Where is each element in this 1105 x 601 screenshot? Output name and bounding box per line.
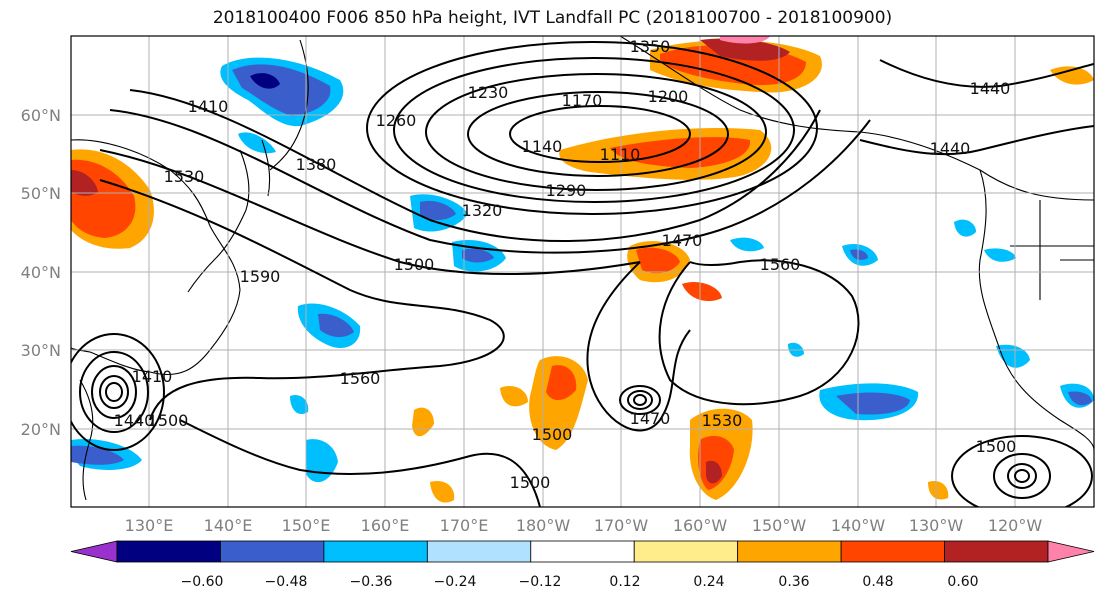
contour-label: 1470 (630, 409, 671, 428)
contour-label: 1590 (240, 267, 281, 286)
contour-label: 1350 (630, 37, 671, 56)
colorbar-extend-low (70, 540, 118, 563)
philippines-coastline (79, 379, 94, 501)
colorbar-tick-label: 0.12 (609, 574, 640, 590)
colorbar-segment (323, 540, 428, 563)
contour-label: 1260 (376, 111, 417, 130)
contour-label: 1500 (394, 255, 435, 274)
contour-label: 1110 (600, 145, 641, 164)
contour-labels: 1350 1440 1410 1230 1170 1260 1200 1140 … (114, 37, 1017, 492)
colorbar-segment (944, 540, 1049, 563)
colorbar-tick-label: 0.36 (778, 574, 809, 590)
lon-label: 150°W (752, 516, 807, 535)
lat-label: 30°N (21, 341, 61, 360)
contour-label: 1440 (970, 79, 1011, 98)
colorbar-tick-label: 0.48 (862, 574, 893, 590)
colorbar-segment (530, 540, 635, 563)
contour-label: 1380 (296, 155, 337, 174)
map-frame (70, 35, 1095, 508)
colorbar (70, 540, 1095, 563)
colorbar-tick-label: −0.12 (519, 574, 562, 590)
colorbar-tick-label: −0.24 (434, 574, 477, 590)
contour-label: 1140 (522, 137, 563, 156)
map-title: 2018100400 F006 850 hPa height, IVT Land… (212, 8, 893, 28)
lon-label: 160°W (673, 516, 728, 535)
height-contours (71, 41, 1094, 507)
colorbar-extend-high (1047, 540, 1095, 563)
lat-label: 40°N (21, 263, 61, 282)
contour-label: 1470 (662, 231, 703, 250)
lon-label: 180°W (516, 516, 571, 535)
contour-label: 1290 (546, 181, 587, 200)
colorbar-segment (220, 540, 325, 563)
lon-label: 170°E (440, 516, 489, 535)
contour-label: 1500 (976, 437, 1017, 456)
lon-label: 140°W (831, 516, 886, 535)
colorbar-tick-label: −0.60 (181, 574, 224, 590)
lon-label: 140°E (204, 516, 253, 535)
colorbar-tick-label: −0.36 (350, 574, 393, 590)
lon-label: 170°W (594, 516, 649, 535)
colorbar-segment (737, 540, 842, 563)
contour-label: 1230 (468, 83, 509, 102)
lon-label: 120°W (988, 516, 1043, 535)
colorbar-segment (426, 540, 532, 563)
contour-label: 1500 (532, 425, 573, 444)
lat-label: 50°N (21, 184, 61, 203)
lon-label: 150°E (282, 516, 331, 535)
contour-label: 1440 (114, 411, 155, 430)
lon-label: 130°E (125, 516, 174, 535)
lat-label: 60°N (21, 106, 61, 125)
lon-label: 130°W (909, 516, 964, 535)
contour-label: 1530 (164, 167, 205, 186)
contour-label: 1200 (648, 87, 689, 106)
colorbar-tick-labels: −0.60 −0.48 −0.36 −0.24 −0.12 0.12 0.24 … (181, 574, 979, 590)
colorbar-tick-label: −0.48 (265, 574, 308, 590)
japan-coastline (187, 139, 271, 293)
lat-label: 20°N (21, 420, 61, 439)
contour-label: 1440 (930, 139, 971, 158)
colorbar-tick-label: 0.60 (947, 574, 978, 590)
colorbar-segment (633, 540, 739, 563)
longitude-labels: 130°E 140°E 150°E 160°E 170°E 180°W 170°… (125, 516, 1043, 535)
contour-label: 1500 (510, 473, 551, 492)
colorbar-tick-label: 0.24 (693, 574, 724, 590)
contour-label: 1530 (702, 411, 743, 430)
contour-label: 1560 (340, 369, 381, 388)
contour-label: 1560 (760, 255, 801, 274)
contour-label: 1170 (562, 91, 603, 110)
colorbar-segment (116, 540, 221, 563)
contour-label: 1410 (132, 367, 173, 386)
contour-label: 1320 (462, 201, 503, 220)
colorbar-segment (840, 540, 945, 563)
lon-label: 160°E (361, 516, 410, 535)
contour-label: 1500 (148, 411, 189, 430)
contour-label: 1410 (188, 97, 229, 116)
latitude-labels: 60°N 50°N 40°N 30°N 20°N (21, 106, 61, 439)
